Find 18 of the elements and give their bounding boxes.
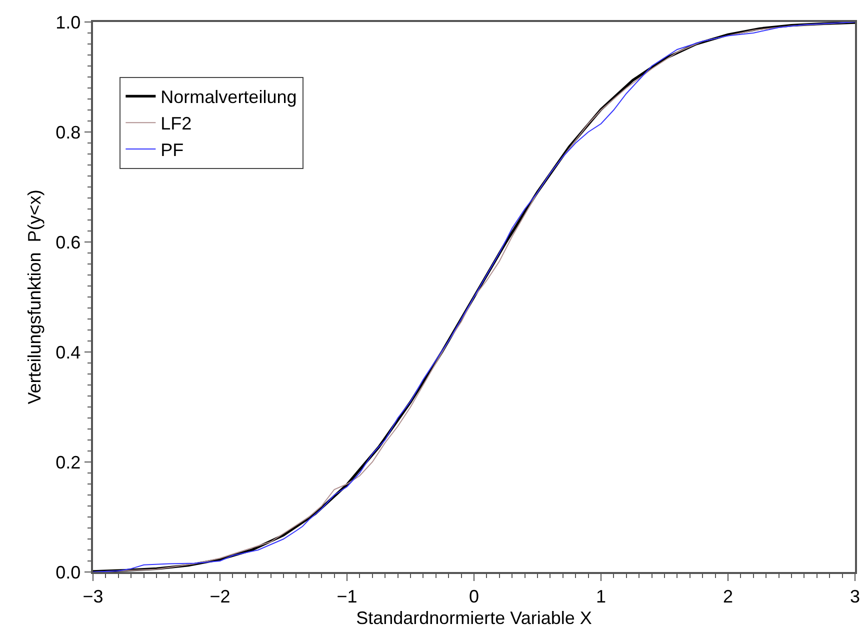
y-tick-label: 1.0 — [56, 12, 81, 32]
y-tick-label: 0.6 — [56, 232, 81, 252]
x-tick-label: −1 — [336, 586, 358, 606]
y-tick-label: 0.2 — [56, 452, 81, 472]
x-tick-label: 0 — [468, 586, 480, 606]
x-tick-label: 2 — [722, 586, 734, 606]
x-tick-label: 1 — [596, 586, 606, 606]
legend-label: LF2 — [160, 114, 192, 134]
x-tick-label: −2 — [210, 586, 230, 606]
x-tick-label: 3 — [850, 586, 860, 606]
x-axis-title: Standardnormierte Variable X — [356, 608, 592, 628]
x-tick-label: −3 — [82, 586, 104, 606]
legend-label: Normalverteilung — [160, 87, 297, 108]
y-tick-label: 0.4 — [56, 342, 81, 362]
y-tick-label: 0.8 — [56, 122, 81, 142]
y-tick-label: 0.0 — [56, 562, 81, 582]
y-axis-title: Verteilungsfunktion P(y<x) — [24, 190, 44, 404]
legend-label: PF — [160, 140, 184, 160]
